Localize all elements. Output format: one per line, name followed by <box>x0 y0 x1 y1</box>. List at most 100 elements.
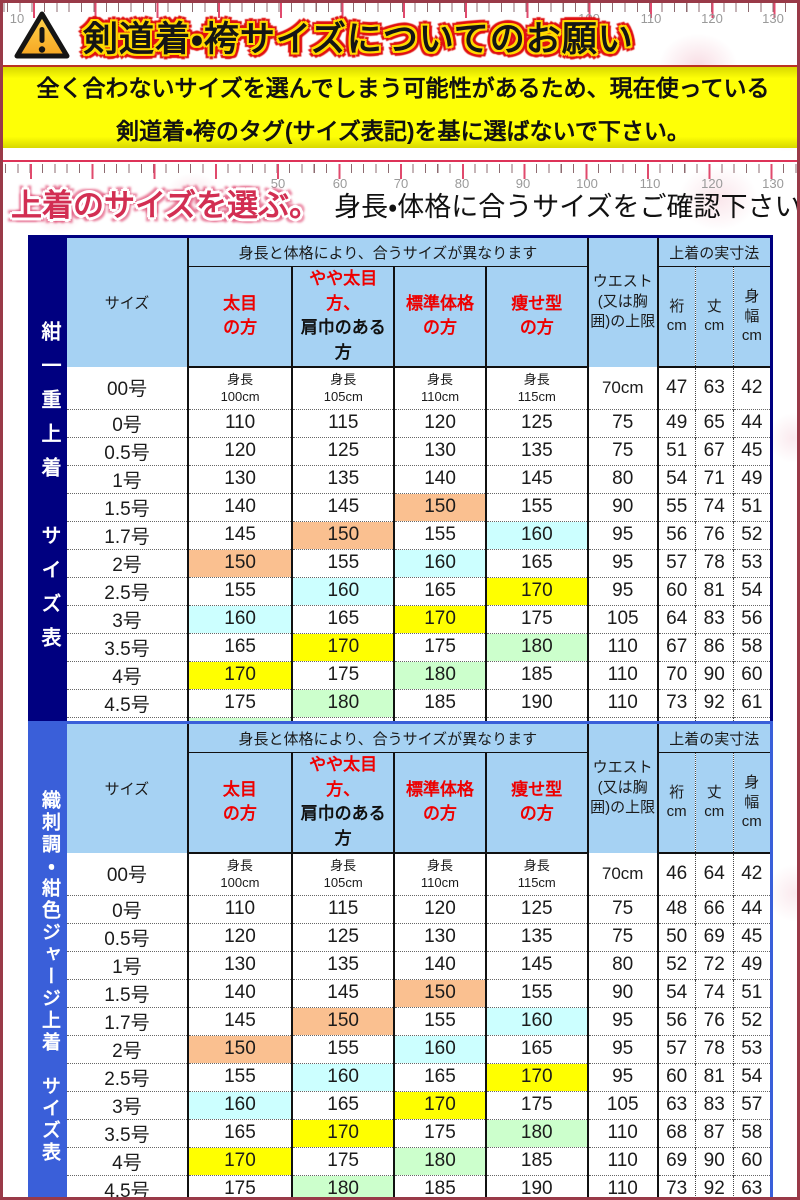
fit-cell: 160 <box>187 604 293 634</box>
waist-cell: 80 <box>586 950 658 980</box>
header-row: サイズ 身長と体格により、合うサイズが異なります ウエスト(又は胸囲)の上限 上着の実… <box>67 238 770 367</box>
table-row: 1.5号 140 145 150 155 90 55 74 51 <box>67 492 770 522</box>
waist-cell: 110 <box>586 1146 658 1176</box>
fit-cell: 130 <box>187 464 293 494</box>
fit-cell: 170 <box>484 1062 588 1092</box>
waist-cell: 110 <box>586 632 658 662</box>
table-row: 3.5号 165 170 175 180 110 67 86 58 <box>67 632 770 662</box>
fit-cell: 155 <box>291 548 395 578</box>
measure-cell: 45 <box>732 436 770 466</box>
measure-cell: 67 <box>656 632 696 662</box>
measure-cell: 65 <box>694 408 734 438</box>
measure-cell: 49 <box>656 408 696 438</box>
size-cell: 2号 <box>67 548 189 578</box>
measure-cell: 73 <box>656 1174 696 1197</box>
fit-cell: 155 <box>291 1034 395 1064</box>
ruler-number: 110 <box>640 11 662 26</box>
waist-cell: 95 <box>586 1006 658 1036</box>
size-table-orisashi-jersey: 織刺調・紺色ジャージ上着 サイズ表 サイズ 身長と体格により、合うサイズが異なります… <box>28 721 773 1197</box>
measure-cell: 90 <box>694 660 734 690</box>
table-body: 00号 身長 100cm 身長 105cm 身長 110cm 身長 115cm 70cm 4… <box>67 852 770 1197</box>
warning-line1: 全く合わないサイズを選んでしまう可能性があるため、現在使っている <box>36 75 770 101</box>
ruler-number: 60 <box>332 176 348 191</box>
column-header-fit: 痩せ型 の方 <box>484 752 588 854</box>
column-header-fit-group: 身長と体格により、合うサイズが異なります <box>187 238 588 267</box>
column-header-fit: 痩せ型 の方 <box>484 266 588 368</box>
column-header-actual-group: 上着の実寸法 <box>656 724 770 753</box>
measure-cell: 56 <box>656 1006 696 1036</box>
fit-cell: 身長 105cm <box>291 366 395 410</box>
column-header-fit-red: 痩せ型 の方 <box>511 779 563 824</box>
measure-cell: 61 <box>732 688 770 718</box>
column-header-fit-red: やや太目方、 <box>309 755 378 799</box>
size-cell: 2.5号 <box>67 1062 188 1092</box>
fit-cell: 165 <box>484 1034 588 1064</box>
fit-cell: 170 <box>186 1146 293 1176</box>
measure-cell: 63 <box>694 366 734 410</box>
ruler-number: 120 <box>701 176 723 191</box>
column-header-size: サイズ <box>67 724 188 853</box>
size-table: サイズ 身長と体格により、合うサイズが異なります ウエスト(又は胸囲)の上限 上着の実… <box>67 724 770 1197</box>
column-header-measure: 丈 cm <box>694 752 734 854</box>
warning-triangle-icon <box>14 11 70 59</box>
column-header-measure: 丈 cm <box>694 266 734 368</box>
column-header-fit-red: 標準体格 の方 <box>405 779 474 824</box>
fit-cell: 145 <box>484 464 588 494</box>
measure-cell: 64 <box>694 852 734 896</box>
ruler-top: 10 100 110 120 130 <box>3 3 797 31</box>
fit-cell: 165 <box>187 632 293 662</box>
size-cell: 1.7号 <box>67 520 189 550</box>
fit-cell: 115 <box>291 408 395 438</box>
waist-cell: 95 <box>586 1034 658 1064</box>
size-cell: 1号 <box>67 950 188 980</box>
table-row: 4.5号 175 180 185 190 110 73 92 61 <box>67 688 770 718</box>
measure-cell: 46 <box>656 852 696 896</box>
measure-cell: 76 <box>694 1006 734 1036</box>
table-row: 1.5号 140 145 150 155 90 54 74 51 <box>67 978 770 1008</box>
section-note: 身長・体格に合うサイズをご確認下さい。 <box>334 192 800 222</box>
fit-cell: 145 <box>291 978 395 1008</box>
column-header-fit-red: 標準体格 の方 <box>406 293 475 338</box>
warning-header: 剣道着・袴サイズについてのお願い <box>13 9 797 63</box>
table-row: 3号 160 165 170 175 105 64 83 56 <box>67 604 770 634</box>
size-cell: 4.5号 <box>67 688 189 718</box>
waist-cell: 110 <box>586 1174 658 1197</box>
fit-cell: 170 <box>187 660 293 690</box>
section-header: 上着のサイズを選ぶ。 身長・体格に合うサイズをご確認下さい。 <box>7 181 797 225</box>
waist-cell: 110 <box>586 660 658 690</box>
fit-cell: 125 <box>484 408 588 438</box>
column-header-fit: 標準体格 の方 <box>393 752 486 854</box>
table-row: 3.5号 165 170 175 180 110 68 87 58 <box>67 1118 770 1148</box>
table-head: サイズ 身長と体格により、合うサイズが異なります ウエスト(又は胸囲)の上限 上着の実… <box>67 724 770 854</box>
measure-cell: 68 <box>656 1118 696 1148</box>
measure-cell: 60 <box>656 1062 696 1092</box>
measure-cell: 72 <box>694 950 734 980</box>
fit-cell: 140 <box>187 492 293 522</box>
fit-cell: 身長 115cm <box>484 366 588 410</box>
table-row: 4.5号 175 180 185 190 110 73 92 63 <box>67 1174 770 1197</box>
fit-cell: 120 <box>187 436 293 466</box>
size-cell: 4号 <box>67 660 189 690</box>
table-side-bar: 紺一重上着 サイズ表 <box>31 238 67 745</box>
measure-cell: 67 <box>694 436 734 466</box>
waist-cell: 90 <box>586 492 658 522</box>
table-row: 00号 身長 100cm 身長 105cm 身長 110cm 身長 115cm 70cm 4… <box>67 852 770 896</box>
waist-cell: 80 <box>586 464 658 494</box>
waist-cell: 105 <box>586 604 658 634</box>
fit-cell: 130 <box>393 922 486 952</box>
measure-cell: 76 <box>694 520 734 550</box>
fit-cell: 135 <box>484 436 588 466</box>
column-header-fit-red: 痩せ型 の方 <box>511 293 563 338</box>
table-row: 0号 110 115 120 125 75 49 65 44 <box>67 408 770 438</box>
column-header-fit: 太目 の方 <box>187 266 293 368</box>
measure-cell: 51 <box>656 436 696 466</box>
measure-cell: 54 <box>732 576 770 606</box>
fit-cell: 150 <box>291 1006 395 1036</box>
column-header-fit-black: 肩巾のある方 <box>300 318 386 362</box>
fit-cell: 120 <box>186 922 293 952</box>
fit-cell: 110 <box>186 894 293 924</box>
header-row: 太目 の方 やや太目方、 肩巾のある方 標準体格 の方 痩せ型 の方裄 cm 丈 cm 身 … <box>67 266 770 368</box>
column-header-waist: ウエスト(又は胸囲)の上限 <box>586 238 658 367</box>
measure-cell: 63 <box>732 1174 770 1197</box>
measure-cell: 56 <box>656 520 696 550</box>
